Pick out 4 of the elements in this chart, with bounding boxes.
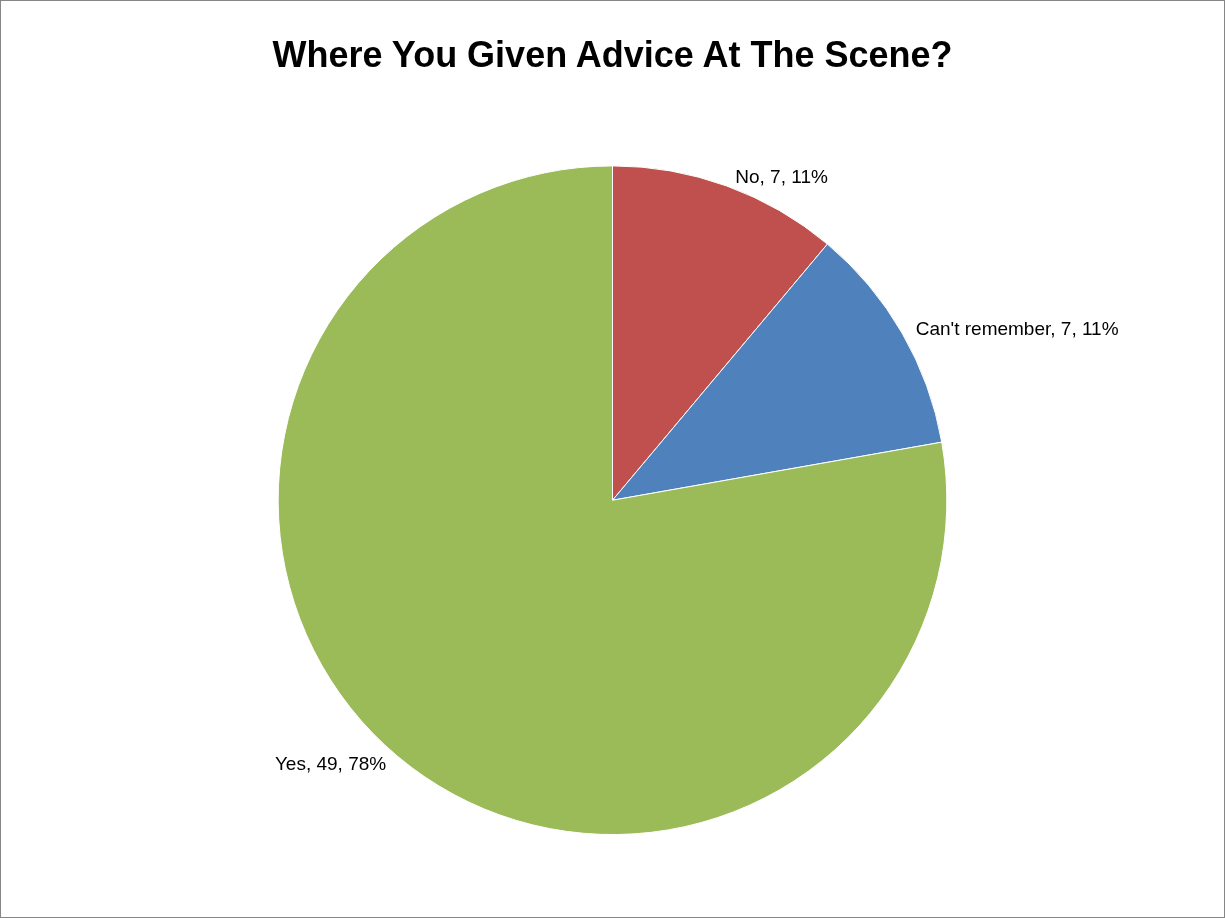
slice-label: No, 7, 11% bbox=[735, 166, 828, 188]
chart-title: Where You Given Advice At The Scene? bbox=[272, 33, 953, 75]
slice-label: Yes, 49, 78% bbox=[274, 753, 387, 775]
slice-label: Can't remember, 7, 11% bbox=[915, 317, 1119, 339]
